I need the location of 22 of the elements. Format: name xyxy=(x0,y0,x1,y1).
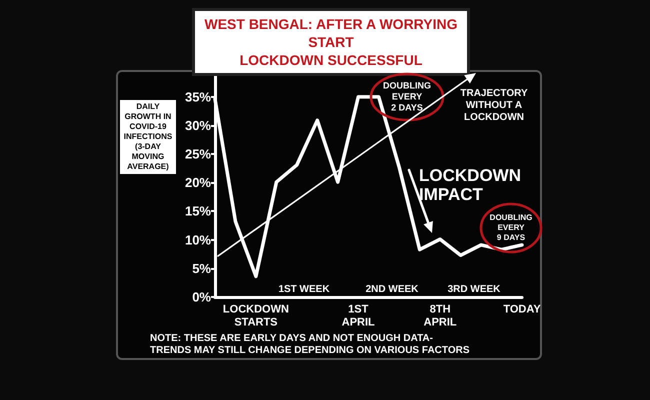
y-tick-label: 20% xyxy=(184,175,212,190)
x-tick-label: 1ST APRIL xyxy=(342,304,376,328)
y-tick-label: 10% xyxy=(184,232,212,248)
annotation: DOUBLING EVERY 2 DAYS xyxy=(383,80,431,114)
y-tick-label: 15% xyxy=(184,204,212,219)
y-tick-label: 30% xyxy=(184,118,212,133)
annotation: 3RD WEEK xyxy=(448,284,500,296)
chart-title: WEST BENGAL: AFTER A WORRYING START LOCKDOWN SUCCESSFUL xyxy=(192,8,470,76)
y-tick-label: 5% xyxy=(192,260,212,276)
annotation: LOCKDOWN IMPACT xyxy=(419,166,521,204)
x-tick-label: LOCKDOWN STARTS xyxy=(222,304,289,328)
x-tick-label: TODAY xyxy=(503,304,542,316)
x-tick-label: 8TH APRIL xyxy=(424,304,457,328)
y-axis-title: DAILY GROWTH IN COVID-19 INFECTIONS (3-DAY MOVING AVERAGE) xyxy=(120,100,176,174)
text: NOTE: THESE ARE EARLY DAYS AND NOT ENOUGH DATA- TRENDS MAY STILL CHANGE DEPENDING ON VARIOUS FACTORS xyxy=(150,333,470,357)
y-tick-label: 0% xyxy=(192,290,212,304)
annotation: 2ND WEEK xyxy=(366,284,418,296)
y-tick-label: 35% xyxy=(184,89,212,104)
annotation: TRAJECTORY WITHOUT A LOCKDOWN xyxy=(460,88,528,124)
annotation: DOUBLING EVERY 9 DAYS xyxy=(490,213,532,243)
annotation: 1ST WEEK xyxy=(278,284,330,296)
y-tick-label: 25% xyxy=(184,146,212,162)
